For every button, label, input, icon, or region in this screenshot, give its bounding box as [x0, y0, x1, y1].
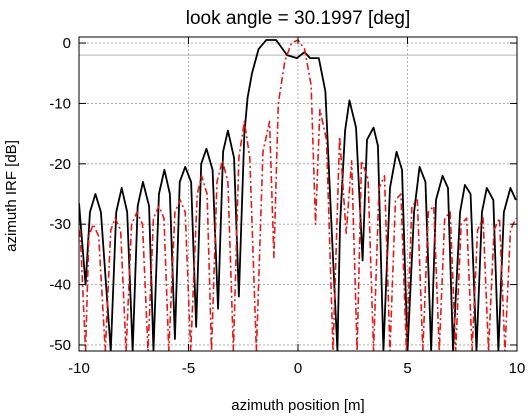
y-tick-label-4: -40 [49, 277, 71, 294]
y-axis-label: azimuth IRF [dB] [3, 140, 20, 252]
x-tick-label-0: -10 [68, 360, 90, 377]
y-axis-ticks: 0 -10 -20 -30 -40 -50 [49, 35, 517, 354]
x-tick-label-2: 0 [294, 360, 302, 377]
x-tick-label-3: 5 [403, 360, 411, 377]
series-layer [79, 39, 517, 351]
y-tick-label-2: -20 [49, 156, 71, 173]
chart-title: look angle = 30.1997 [deg] [186, 8, 411, 29]
x-axis-ticks: -10 -5 0 5 10 [68, 37, 525, 377]
y-tick-label-3: -30 [49, 216, 71, 233]
y-tick-label-0: 0 [63, 35, 71, 52]
y-tick-label-1: -10 [49, 95, 71, 112]
x-tick-label-1: -5 [182, 360, 195, 377]
series-line-1 [79, 39, 517, 351]
y-tick-label-5: -50 [49, 337, 71, 354]
x-tick-label-4: 10 [509, 360, 526, 377]
x-axis-label: azimuth position [m] [231, 397, 364, 414]
series-line-2 [79, 39, 517, 351]
